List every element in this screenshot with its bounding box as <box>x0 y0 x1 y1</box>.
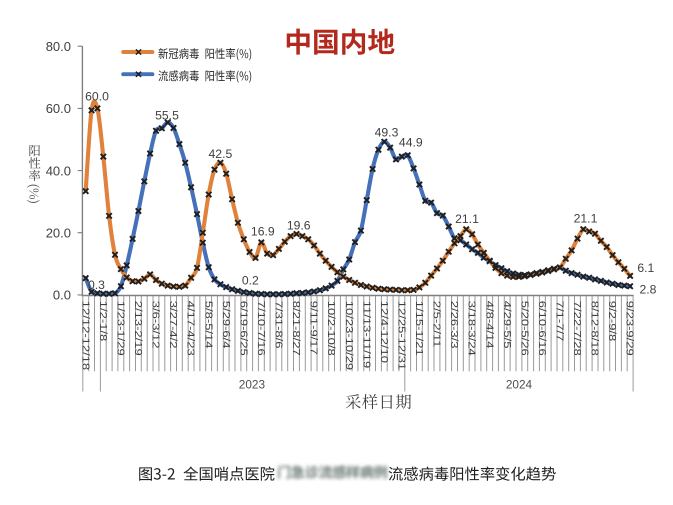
svg-text:5/8-5/14: 5/8-5/14 <box>203 301 214 349</box>
svg-text:6.1: 6.1 <box>637 261 654 275</box>
svg-text:21.1: 21.1 <box>455 212 479 226</box>
svg-text:5/20-5/26: 5/20-5/26 <box>519 301 530 356</box>
svg-text:6/10-6/16: 6/10-6/16 <box>536 301 547 356</box>
svg-text:6/19-6/25: 6/19-6/25 <box>238 301 249 356</box>
svg-text:3/6-3/12: 3/6-3/12 <box>150 301 161 349</box>
svg-text:4/8-4/14: 4/8-4/14 <box>484 301 495 349</box>
svg-text:11/13-11/19: 11/13-11/19 <box>361 301 372 368</box>
svg-text:8/21-8/27: 8/21-8/27 <box>290 301 301 356</box>
svg-text:2023: 2023 <box>239 378 266 392</box>
svg-text:60.0: 60.0 <box>46 101 71 116</box>
svg-text:2/26-3/3: 2/26-3/3 <box>448 301 459 349</box>
svg-text:19.6: 19.6 <box>287 219 311 233</box>
svg-text:7/1-7/7: 7/1-7/7 <box>554 301 565 341</box>
svg-text:7/10-7/16: 7/10-7/16 <box>255 301 266 356</box>
svg-text:40.0: 40.0 <box>46 163 71 178</box>
svg-text:2/13-2/19: 2/13-2/19 <box>132 301 143 356</box>
svg-text:0.2: 0.2 <box>242 273 259 287</box>
svg-text:60.0: 60.0 <box>85 89 109 103</box>
svg-text:1/2-1/8: 1/2-1/8 <box>97 301 108 342</box>
svg-text:5/29-6/4: 5/29-6/4 <box>220 301 231 349</box>
svg-text:12/4-12/10: 12/4-12/10 <box>378 301 389 364</box>
svg-text:42.5: 42.5 <box>209 147 233 161</box>
svg-text:4/17-4/23: 4/17-4/23 <box>185 301 196 356</box>
svg-text:20.0: 20.0 <box>46 225 71 240</box>
svg-text:0.0: 0.0 <box>53 288 71 303</box>
svg-text:7/31-8/6: 7/31-8/6 <box>273 301 284 349</box>
svg-text:10/23-10/29: 10/23-10/29 <box>343 301 354 370</box>
svg-text:9/2-9/8: 9/2-9/8 <box>607 301 618 342</box>
svg-text:9/11-9/17: 9/11-9/17 <box>308 301 319 355</box>
svg-text:49.3: 49.3 <box>375 125 399 139</box>
svg-text:3/18-3/24: 3/18-3/24 <box>466 301 477 356</box>
svg-text:2/5-2/11: 2/5-2/11 <box>431 301 442 348</box>
svg-text:9/23-9/29: 9/23-9/29 <box>624 301 635 356</box>
svg-text:0.3: 0.3 <box>88 278 105 292</box>
svg-text:7/22-7/28: 7/22-7/28 <box>571 301 582 356</box>
svg-text:10/2-10/8: 10/2-10/8 <box>326 301 337 356</box>
svg-text:12/12-12/18: 12/12-12/18 <box>80 301 91 371</box>
svg-text:21.1: 21.1 <box>574 211 598 225</box>
svg-text:3/27-4/2: 3/27-4/2 <box>167 301 178 349</box>
svg-text:80.0: 80.0 <box>46 39 71 54</box>
svg-text:1/15-1/21: 1/15-1/21 <box>413 301 424 356</box>
svg-text:55.5: 55.5 <box>155 108 179 122</box>
svg-text:2024: 2024 <box>506 378 533 392</box>
svg-text:1/23-1/29: 1/23-1/29 <box>115 301 126 356</box>
svg-text:16.9: 16.9 <box>251 224 275 238</box>
svg-text:4/29-5/5: 4/29-5/5 <box>501 301 512 349</box>
svg-text:12/25-12/31: 12/25-12/31 <box>396 301 407 370</box>
svg-text:8/12-8/18: 8/12-8/18 <box>589 301 600 356</box>
svg-text:44.9: 44.9 <box>399 135 423 149</box>
svg-text:2.8: 2.8 <box>640 282 657 296</box>
